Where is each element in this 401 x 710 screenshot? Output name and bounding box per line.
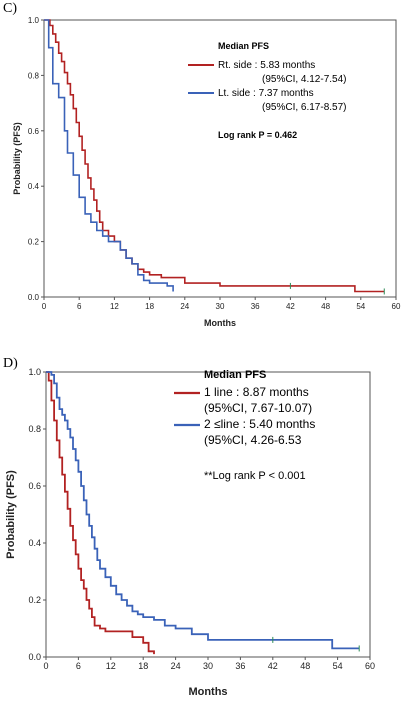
legend-entry-label: 2 ≤line : 5.40 months [204,417,315,431]
x-tick-label: 18 [145,302,154,311]
chart-c-svg: 0 6 12 18 24 30 36 42 48 54 60 0.0 0.2 0.4 0.6 0.8 1.0 Mo… [12,16,401,328]
x-tick-label: 36 [235,661,245,671]
km-curve-series-2 [46,371,360,650]
legend-entry-ci: (95%CI, 7.67-10.07) [204,401,312,415]
y-tick-label: 0.0 [28,652,41,662]
x-tick-label: 0 [42,302,47,311]
x-tick-label: 6 [76,661,81,671]
y-tick-label: 0.2 [28,238,40,247]
y-tick-label: 1.0 [28,367,41,377]
legend-entry-ci: (95%CI, 4.26-6.53 [204,433,302,447]
y-tick-label: 0.2 [28,595,41,605]
y-tick-label: 0.6 [28,127,40,136]
y-tick-label: 0.6 [28,481,41,491]
legend-entry-label: Rt. side : 5.83 months [218,60,315,71]
y-axis-title: Probability (PFS) [5,470,17,559]
x-tick-label: 12 [106,661,116,671]
km-curve-series-1 [44,19,385,293]
chart-panel-d: D) 0 6 12 18 24 30 36 42 48 54 60 0.0 0.2 0.4 0.6 0.8 1.… [0,355,401,710]
x-tick-label: 48 [300,661,310,671]
x-tick-label: 30 [203,661,213,671]
log-rank-annotation: **Log rank P < 0.001 [204,470,306,482]
x-tick-label: 24 [180,302,189,311]
y-tick-label: 0.0 [28,293,40,302]
legend-entry-ci: (95%CI, 4.12-7.54) [262,74,347,85]
km-curve-series-1 [46,371,155,655]
legend-title: Median PFS [204,369,266,381]
chart-d-svg: 0 6 12 18 24 30 36 42 48 54 60 0.0 0.2 0.4 0.6 0.8 1.0 Mo… [5,367,375,698]
y-tick-label: 0.8 [28,424,41,434]
x-tick-label: 18 [138,661,148,671]
legend-entry-label: Lt. side : 7.37 months [218,88,314,99]
chart-panel-c: C) 0 6 12 18 24 30 36 42 48 54 60 0.0 0.2 0.4 0.6 0.8 1.… [0,0,401,345]
x-tick-label: 48 [321,302,330,311]
x-tick-label: 36 [251,302,260,311]
y-tick-label: 1.0 [28,16,40,25]
x-tick-label: 42 [286,302,295,311]
x-tick-label: 24 [171,661,181,671]
x-tick-label: 42 [268,661,278,671]
x-axis-title: Months [204,318,236,328]
x-tick-label: 30 [216,302,225,311]
legend-title: Median PFS [218,41,269,51]
x-tick-label: 12 [110,302,119,311]
y-tick-label: 0.4 [28,538,41,548]
panel-label: C) [3,1,17,16]
x-tick-label: 60 [392,302,401,311]
y-axis-title: Probability (PFS) [12,122,22,195]
legend-entry-label: 1 line : 8.87 months [204,385,309,399]
x-tick-label: 6 [77,302,82,311]
x-tick-label: 0 [43,661,48,671]
x-tick-label: 54 [333,661,343,671]
km-curve-series-2 [44,19,174,292]
legend-entry-ci: (95%CI, 6.17-8.57) [262,102,347,113]
x-axis-title: Months [188,686,227,698]
x-tick-label: 54 [356,302,365,311]
x-tick-label: 60 [365,661,375,671]
y-tick-label: 0.8 [28,71,40,80]
log-rank-annotation: Log rank P = 0.462 [218,130,297,140]
y-tick-label: 0.4 [28,182,40,191]
panel-label: D) [3,356,18,371]
